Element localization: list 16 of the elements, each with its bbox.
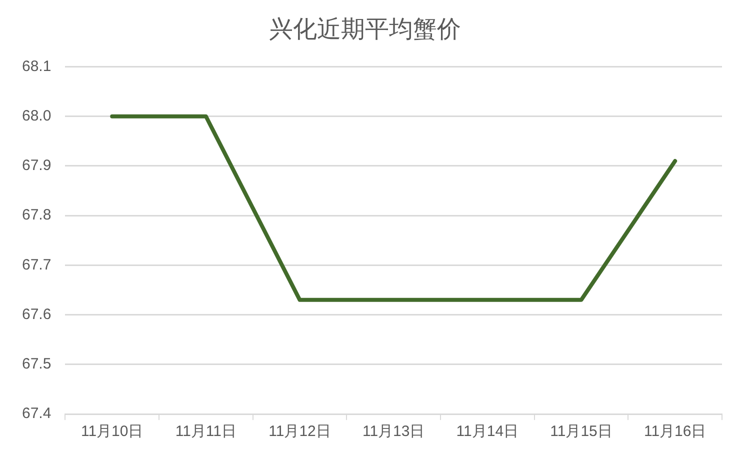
y-tick-label: 67.5	[22, 356, 52, 373]
y-tick-label: 67.9	[22, 157, 52, 174]
chart-title: 兴化近期平均蟹价	[269, 16, 461, 44]
x-tick-label: 11月13日	[362, 423, 425, 440]
x-tick-label: 11月11日	[175, 423, 237, 440]
y-tick-label: 67.4	[22, 405, 52, 422]
x-tick-label: 11月16日	[644, 423, 706, 440]
y-tick-label: 68.0	[22, 108, 52, 125]
y-tick-label: 67.6	[22, 306, 52, 323]
x-tick-label: 11月12日	[268, 423, 331, 440]
y-tick-label: 67.7	[22, 256, 52, 274]
x-tick-label: 11月10日	[80, 423, 144, 440]
x-tick-label: 11月14日	[456, 423, 519, 440]
y-tick-label: 68.1	[22, 58, 52, 75]
y-tick-label: 67.8	[22, 206, 52, 224]
x-tick-label: 11月15日	[550, 423, 612, 440]
